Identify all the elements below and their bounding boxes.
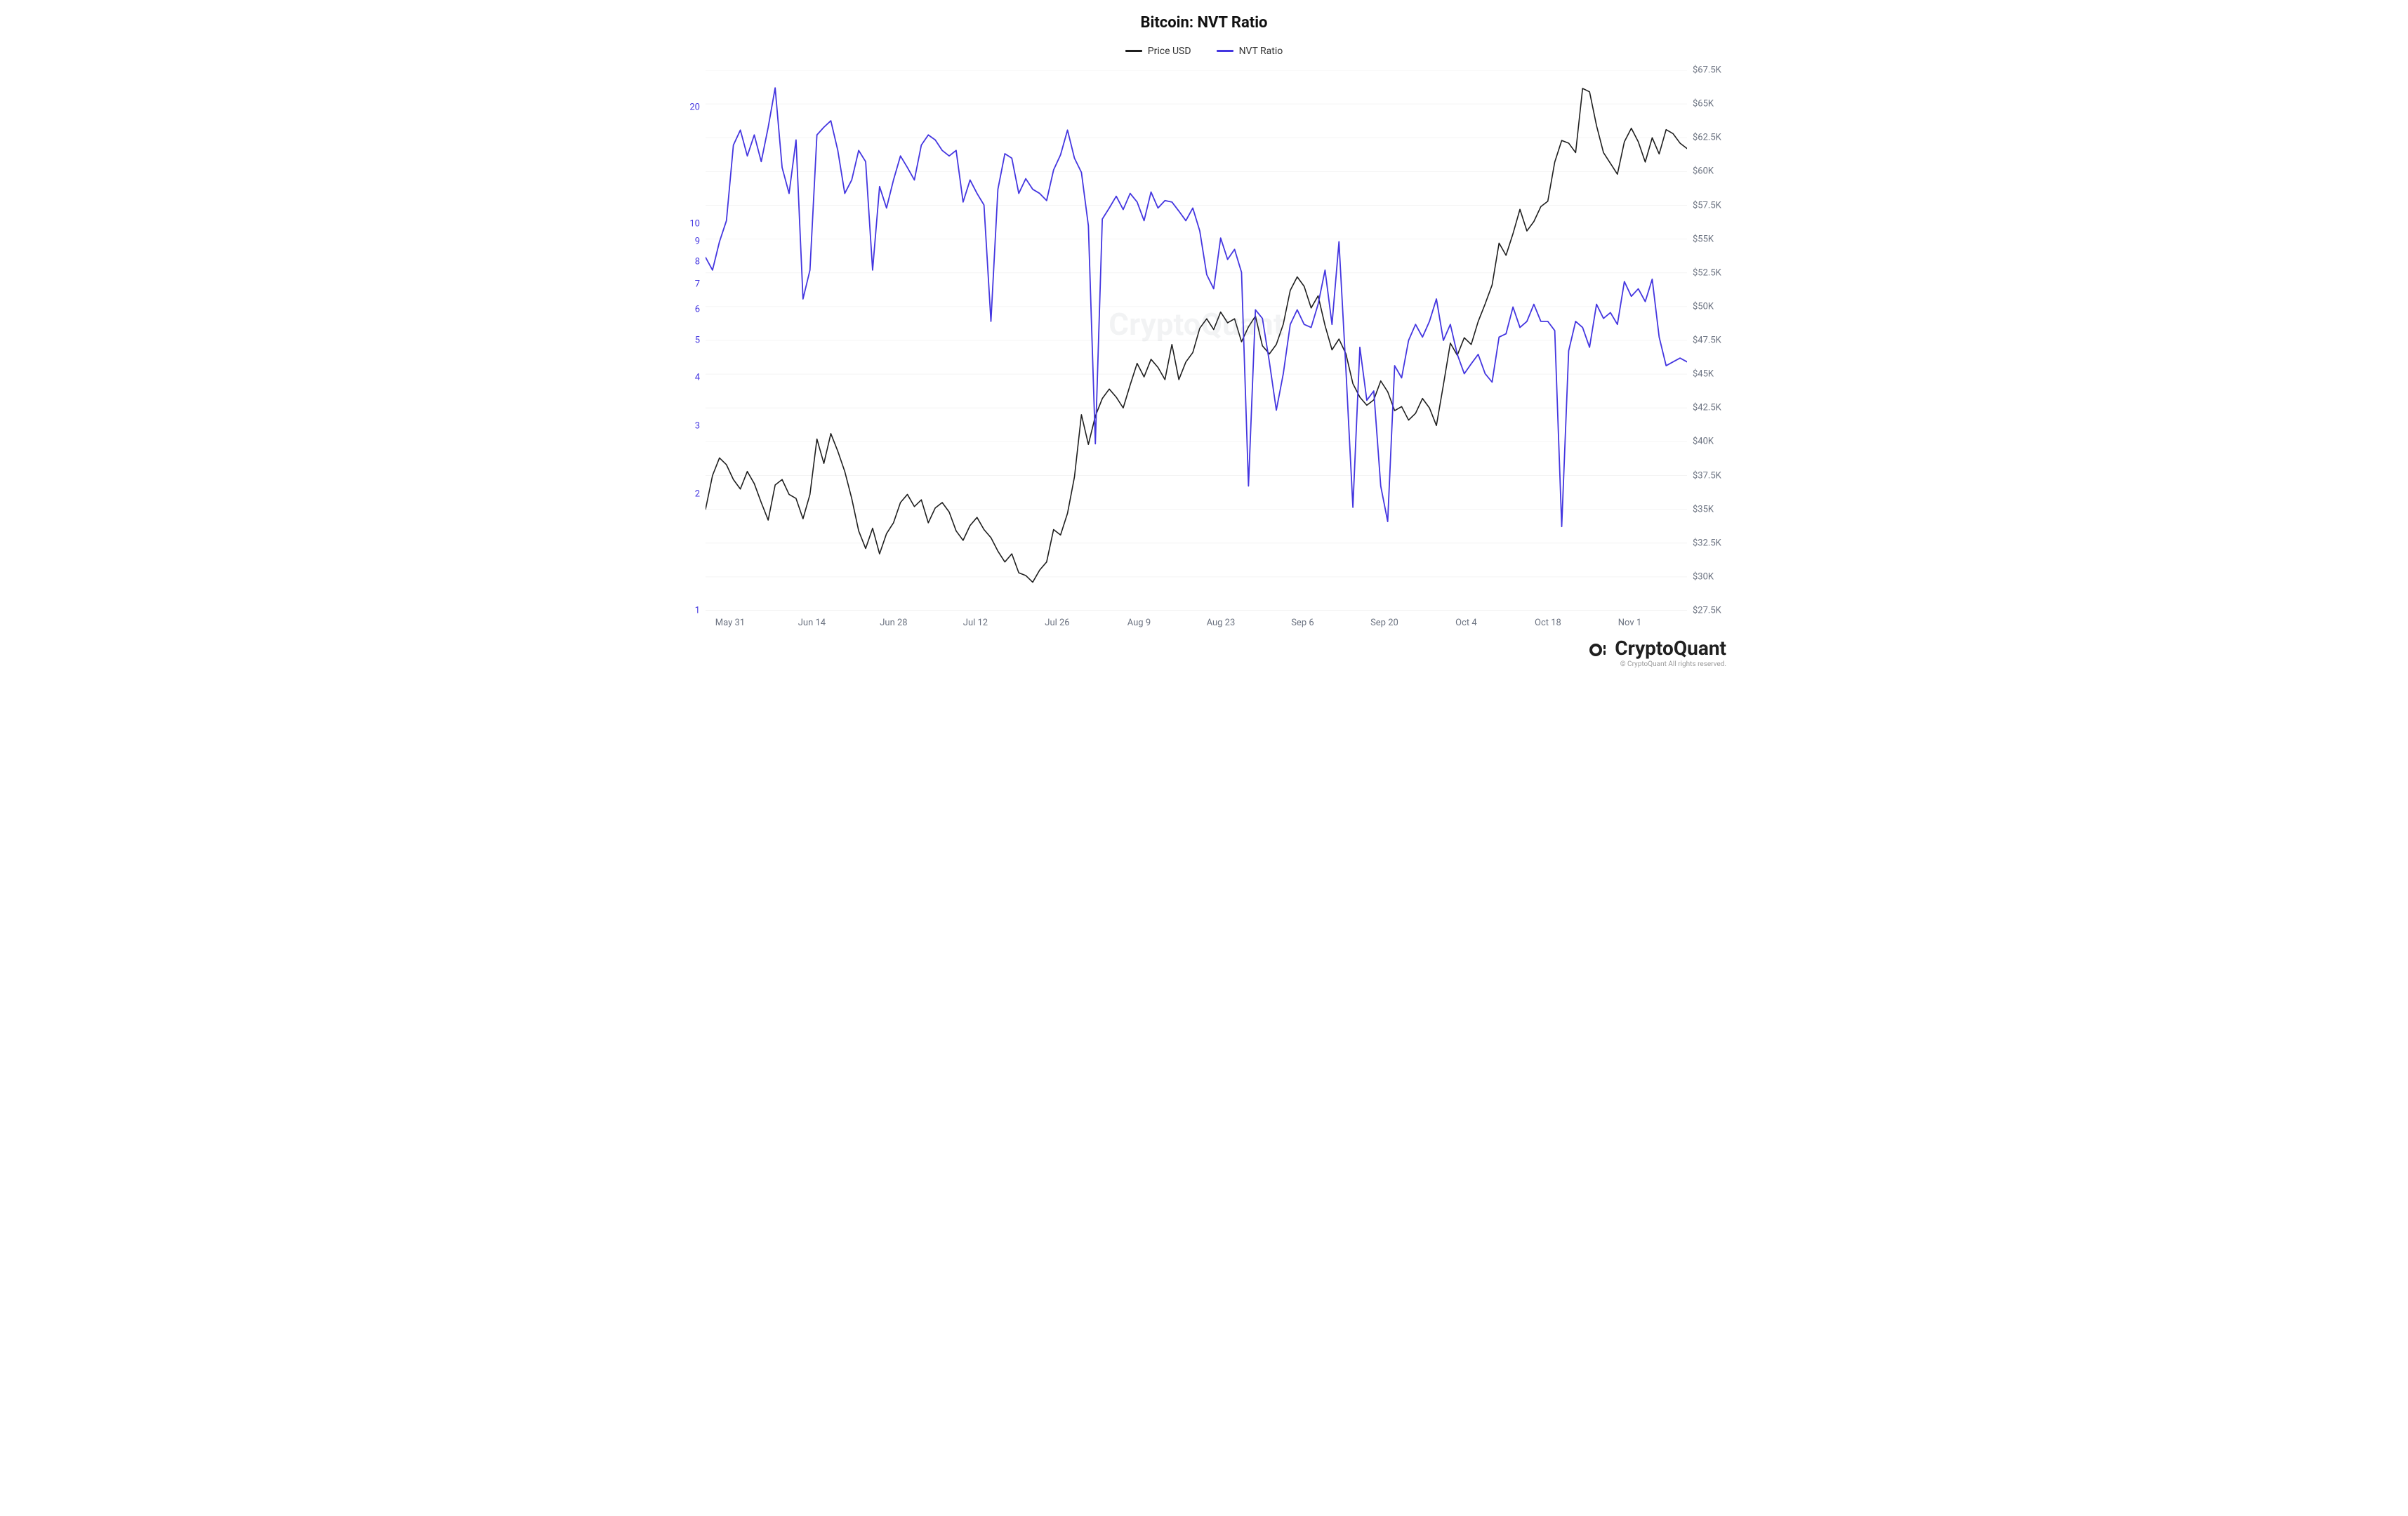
y-left-tick-label: 6 [672, 305, 700, 315]
y-right-tick-label: $30K [1693, 571, 1740, 582]
brand-name: CryptoQuant [1615, 637, 1726, 660]
y-right-tick-label: $50K [1693, 301, 1740, 312]
y-right-tick-label: $65K [1693, 99, 1740, 109]
chart-title: Bitcoin: NVT Ratio [670, 14, 1738, 32]
y-right-tick-label: $45K [1693, 369, 1740, 380]
y-left-tick-label: 10 [672, 219, 700, 230]
plot-area: CryptoQuant 1234567891020$27.5K$30K$32.5… [706, 70, 1687, 611]
brand-block: CryptoQuant © CryptoQuant All rights res… [1588, 637, 1726, 668]
plot-svg [706, 70, 1687, 611]
x-tick-label: Jun 28 [880, 618, 907, 628]
x-tick-label: Nov 1 [1618, 618, 1641, 628]
y-right-tick-label: $55K [1693, 234, 1740, 244]
y-left-tick-label: 3 [672, 421, 700, 432]
brand-copyright: © CryptoQuant All rights reserved. [1588, 660, 1726, 668]
x-tick-label: Jul 26 [1045, 618, 1069, 628]
y-right-tick-label: $40K [1693, 437, 1740, 447]
y-right-tick-label: $57.5K [1693, 200, 1740, 211]
series-line [706, 88, 1687, 526]
x-tick-label: May 31 [715, 618, 745, 628]
y-right-tick-label: $62.5K [1693, 133, 1740, 143]
x-tick-label: Sep 20 [1370, 618, 1398, 628]
x-tick-label: Jul 12 [963, 618, 988, 628]
x-tick-label: Oct 4 [1455, 618, 1477, 628]
y-right-tick-label: $42.5K [1693, 403, 1740, 413]
legend-label: NVT Ratio [1239, 46, 1283, 57]
y-right-tick-label: $32.5K [1693, 538, 1740, 548]
y-left-tick-label: 20 [672, 102, 700, 113]
y-left-tick-label: 5 [672, 335, 700, 346]
y-right-tick-label: $67.5K [1693, 65, 1740, 76]
x-tick-label: Jun 14 [798, 618, 826, 628]
y-left-tick-label: 8 [672, 256, 700, 267]
legend-label: Price USD [1148, 46, 1191, 57]
legend-swatch-icon [1125, 50, 1142, 52]
y-right-tick-label: $27.5K [1693, 606, 1740, 616]
x-tick-label: Sep 6 [1291, 618, 1314, 628]
legend-item[interactable]: Price USD [1125, 46, 1191, 57]
x-tick-label: Oct 18 [1535, 618, 1561, 628]
legend-item[interactable]: NVT Ratio [1217, 46, 1283, 57]
y-right-tick-label: $52.5K [1693, 267, 1740, 278]
x-tick-label: Aug 9 [1127, 618, 1151, 628]
y-right-tick-label: $60K [1693, 166, 1740, 177]
y-right-tick-label: $35K [1693, 504, 1740, 514]
y-right-tick-label: $37.5K [1693, 470, 1740, 481]
legend: Price USD NVT Ratio [670, 44, 1738, 57]
chart-container: Bitcoin: NVT Ratio Price USD NVT Ratio Cr… [670, 0, 1738, 674]
y-left-tick-label: 4 [672, 373, 700, 383]
y-left-tick-label: 9 [672, 237, 700, 247]
y-left-tick-label: 2 [672, 489, 700, 500]
y-left-tick-label: 7 [672, 279, 700, 289]
x-tick-label: Aug 23 [1207, 618, 1236, 628]
y-right-tick-label: $47.5K [1693, 335, 1740, 346]
y-left-tick-label: 1 [672, 606, 700, 616]
series-line [706, 88, 1687, 583]
brand-logo-icon [1588, 642, 1608, 660]
legend-swatch-icon [1217, 50, 1233, 52]
